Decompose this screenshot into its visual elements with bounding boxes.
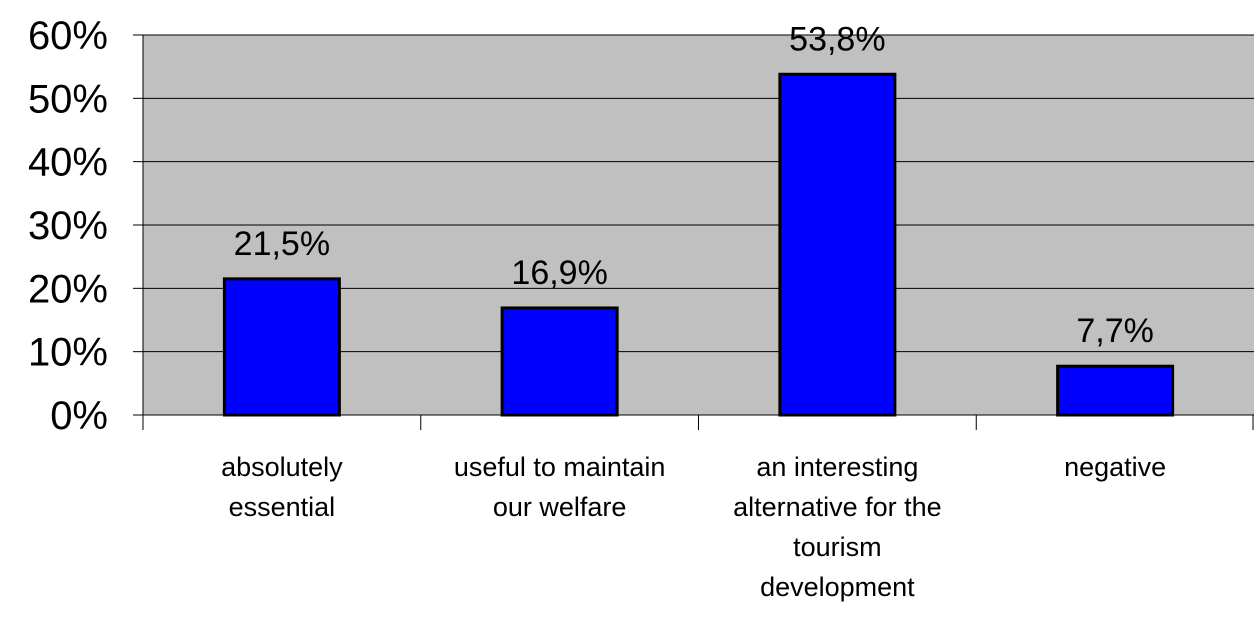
- data-label: 16,9%: [511, 254, 607, 292]
- category-label-line: useful to maintain: [454, 452, 666, 482]
- category-label: useful to maintain our welfare: [454, 452, 666, 522]
- category-label-line: absolutely: [221, 452, 343, 482]
- category-label-line: alternative for the: [733, 492, 942, 522]
- category-label-line: negative: [1064, 452, 1166, 482]
- category-label: negative: [1064, 452, 1166, 482]
- bar: [778, 72, 897, 417]
- bar: [1056, 364, 1175, 417]
- bar: [500, 306, 619, 417]
- data-label: 7,7%: [1076, 312, 1154, 350]
- category-label: absolutely essential: [221, 452, 343, 522]
- data-label: 21,5%: [234, 225, 330, 263]
- category-label: an interesting alternative for the tourism…: [733, 452, 942, 602]
- category-label-line: development: [760, 572, 915, 602]
- data-label: 53,8%: [789, 20, 885, 58]
- category-label-line: an interesting: [756, 452, 918, 482]
- bar: [222, 277, 341, 417]
- y-tick-label: 30%: [28, 204, 108, 248]
- y-tick-label: 20%: [28, 267, 108, 311]
- y-tick-label: 60%: [28, 14, 108, 58]
- y-tick-label: 10%: [28, 331, 108, 375]
- y-tick-label: 50%: [28, 77, 108, 121]
- y-tick-label: 0%: [50, 394, 108, 438]
- category-label-line: our welfare: [493, 492, 627, 522]
- category-label-line: essential: [229, 492, 336, 522]
- category-label-line: tourism: [793, 532, 882, 562]
- y-tick-label: 40%: [28, 141, 108, 185]
